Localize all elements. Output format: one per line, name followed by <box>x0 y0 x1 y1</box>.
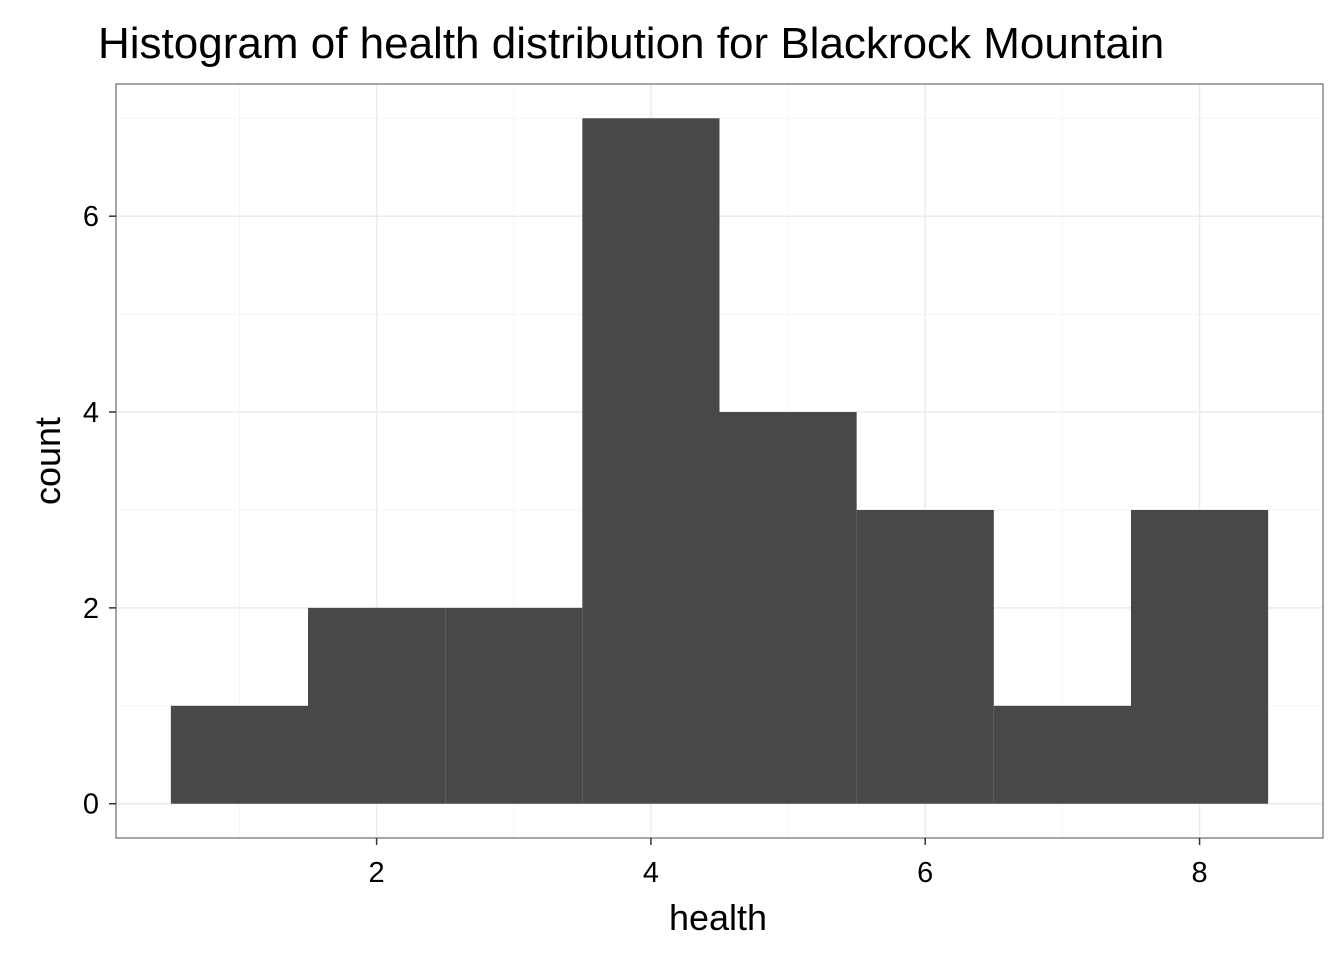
plot-panel <box>115 83 1324 839</box>
x-tick-label: 4 <box>643 857 659 889</box>
histogram-bar-2 <box>308 607 446 804</box>
histogram-bar-6 <box>856 509 994 804</box>
x-tick-label: 6 <box>917 857 933 889</box>
y-tick-label: 2 <box>83 593 99 625</box>
histogram-bar-5 <box>719 412 857 804</box>
y-axis-title: count <box>27 417 68 505</box>
x-axis: 2 4 6 8 <box>369 838 1208 889</box>
x-axis-title: health <box>669 897 767 938</box>
x-tick-label: 8 <box>1191 857 1207 889</box>
y-tick-label: 4 <box>83 397 99 429</box>
histogram-bar-1 <box>170 705 309 804</box>
histogram-bars <box>170 118 1269 804</box>
histogram-bar-3 <box>445 607 583 804</box>
chart-title: Histogram of health distribution for Bla… <box>98 19 1164 68</box>
histogram-bar-8 <box>1130 509 1269 804</box>
histogram-bar-4 <box>582 118 720 804</box>
panel-border <box>115 83 1324 839</box>
y-tick-label: 0 <box>83 789 99 821</box>
histogram-bar-7 <box>993 705 1131 804</box>
y-tick-label: 6 <box>83 201 99 233</box>
x-tick-label: 2 <box>369 857 385 889</box>
y-axis: 0 2 4 6 <box>83 201 116 821</box>
